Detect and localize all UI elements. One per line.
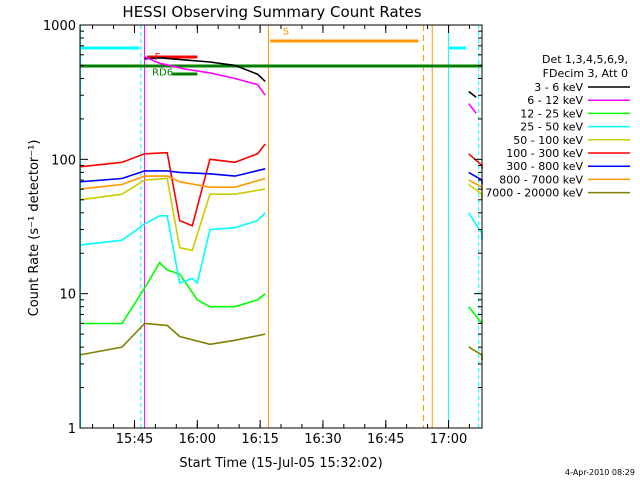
legend-entry-label: 6 - 12 keV <box>527 94 583 107</box>
legend-entry-label: 25 - 50 keV <box>520 121 583 134</box>
legend-entry-label: 7000 - 20000 keV <box>485 187 583 200</box>
series-line <box>468 306 483 324</box>
series-3-6-kev <box>144 56 477 98</box>
plot-area <box>80 25 482 428</box>
series-line <box>79 322 266 356</box>
series-line <box>468 103 477 114</box>
chart-title: HESSI Observing Summary Count Rates <box>122 3 421 21</box>
legend-header-line-1: Det 1,3,4,5,6,9, <box>542 53 628 66</box>
x-axis-label: Start Time (15-Jul-05 15:32:02) <box>179 456 382 471</box>
x-tick-label: 15:45 <box>116 432 153 447</box>
series-line <box>80 261 266 325</box>
y-tick-label: 10 <box>59 288 76 303</box>
x-tick-label: 17:00 <box>430 432 467 447</box>
y-tick-label: 1000 <box>43 19 76 34</box>
series-line <box>144 56 266 82</box>
series-line <box>144 56 266 96</box>
x-tick-label: 16:00 <box>179 432 216 447</box>
legend-entry-label: 800 - 7000 keV <box>499 173 583 186</box>
series-6-12-kev <box>144 56 477 114</box>
annotation-s: S <box>283 26 289 37</box>
legend-entry-label: 50 - 100 keV <box>513 134 583 147</box>
series-line <box>79 177 266 252</box>
series-line <box>79 143 266 227</box>
legend-entry-label: 3 - 6 keV <box>534 81 583 94</box>
x-tick-label: 16:15 <box>241 432 278 447</box>
annotation-f: F <box>155 52 161 63</box>
legend: Det 1,3,4,5,6,9, FDecim 3, Att 0 3 - 6 k… <box>485 53 630 200</box>
annotation-rd6: RD6 <box>152 68 173 79</box>
series-12-25-kev <box>80 261 483 325</box>
y-axis-label: Count Rate (s⁻¹ detector⁻¹) <box>27 140 42 317</box>
legend-entry-label: 300 - 800 keV <box>506 160 583 173</box>
legend-header-line-2: FDecim 3, Att 0 <box>543 67 628 80</box>
timestamp: 4-Apr-2010 08:29 <box>565 468 635 477</box>
legend-entry-label: 12 - 25 keV <box>520 107 583 120</box>
legend-entry-label: 100 - 300 keV <box>506 147 583 160</box>
series-line <box>79 212 266 285</box>
series-line <box>79 175 266 190</box>
series-line <box>79 168 266 183</box>
x-tick-label: 16:30 <box>304 432 341 447</box>
x-tick-label: 16:45 <box>367 432 404 447</box>
series-line <box>468 90 477 98</box>
y-tick-label: 100 <box>51 153 76 168</box>
y-tick-label: 1 <box>68 422 76 437</box>
